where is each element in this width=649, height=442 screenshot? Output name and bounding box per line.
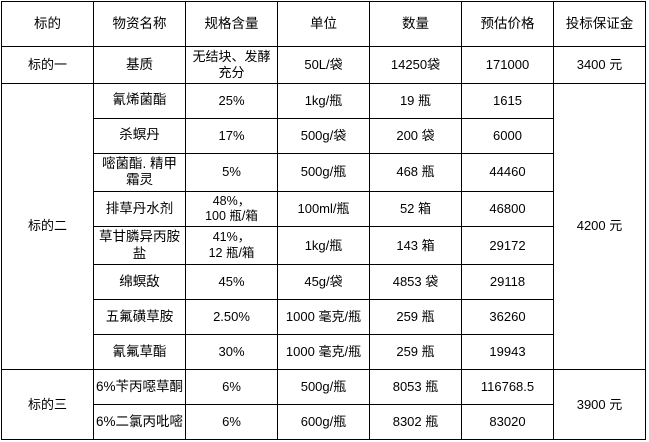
material-name-cell: 基质 [93, 46, 186, 84]
table-body: 标的一 基质 无结块、发酵充分 50L/袋 14250袋 171000 3400 元标的二氰… [1, 46, 646, 441]
spec-cell: 48%， 100 瓶/箱 [185, 190, 278, 228]
price-cell: 19943 [461, 334, 554, 371]
unit-cell: 1kg/瓶 [277, 226, 370, 266]
column-header-deposit: 投标保证金 [553, 1, 646, 47]
material-name-cell: 草甘膦异丙胺盐 [93, 226, 186, 266]
table-row: 标的一 基质 无结块、发酵充分 50L/袋 14250袋 171000 3400 元 [1, 46, 646, 84]
price-cell: 116768.5 [461, 369, 554, 406]
table-row: 排草丹水剂 48%， 100 瓶/箱 100ml/瓶 52 箱 46800 [2, 190, 646, 228]
unit-cell: 100ml/瓶 [277, 190, 370, 228]
quantity-cell: 52 箱 [369, 190, 462, 228]
column-header-price: 预估价格 [461, 1, 554, 47]
spec-cell: 6% [185, 369, 278, 406]
spec-cell: 2.50% [185, 299, 278, 336]
unit-cell: 600g/瓶 [277, 404, 370, 441]
spec-cell: 30% [185, 334, 278, 371]
material-name-cell: 排草丹水剂 [93, 190, 186, 228]
price-cell: 29118 [461, 264, 554, 301]
spec-cell: 41%， 12 瓶/箱 [185, 226, 278, 266]
spec-cell: 25% [185, 82, 278, 119]
price-cell: 1615 [461, 82, 554, 119]
material-name-cell: 绵螟敌 [93, 264, 186, 301]
spec-cell: 无结块、发酵充分 [185, 46, 278, 84]
unit-cell: 1000 毫克/瓶 [277, 299, 370, 336]
material-name-cell: 6%苄丙噁草酮 [93, 369, 186, 406]
price-cell: 46800 [461, 190, 554, 228]
quantity-cell: 8302 瓶 [369, 404, 462, 441]
column-header-material: 物资名称 [93, 1, 186, 47]
table-row: 标的三 6%苄丙噁草酮 6% 500g/瓶 8053 瓶 116768.5 3900 元 [1, 369, 646, 441]
unit-cell: 1kg/瓶 [277, 82, 370, 119]
quantity-cell: 4853 袋 [369, 264, 462, 301]
price-cell: 44460 [461, 152, 554, 192]
lot-label-cell: 标的一 [1, 46, 94, 84]
quantity-cell: 259 瓶 [369, 334, 462, 371]
deposit-cell: 4200 元 [553, 82, 646, 371]
table-row: 杀螟丹 17% 500g/袋 200 袋 6000 [2, 117, 646, 154]
table-row: 绵螟敌 45% 45g/袋 4853 袋 29118 [2, 264, 646, 301]
unit-cell: 1000 毫克/瓶 [277, 334, 370, 371]
material-name-cell: 氰氟草酯 [93, 334, 186, 371]
unit-cell: 500g/袋 [277, 117, 370, 154]
lot-label-cell: 标的二 [1, 82, 94, 371]
spec-cell: 6% [185, 404, 278, 441]
price-cell: 29172 [461, 226, 554, 266]
material-name-cell: 五氟磺草胺 [93, 299, 186, 336]
column-header-unit: 单位 [277, 1, 370, 47]
quantity-cell: 259 瓶 [369, 299, 462, 336]
unit-cell: 45g/袋 [277, 264, 370, 301]
table-row: 草甘膦异丙胺盐 41%， 12 瓶/箱 1kg/瓶 143 箱 29172 [2, 226, 646, 266]
spec-cell: 5% [185, 152, 278, 192]
price-cell: 36260 [461, 299, 554, 336]
table-header: 标的 物资名称 规格含量 单位 数量 预估价格 投标保证金 [1, 1, 646, 47]
spec-cell: 17% [185, 117, 278, 154]
table-row: 标的二 氰烯菌酯 25% 1kg/瓶 19 瓶 1615 4200 元 [1, 82, 646, 371]
material-name-cell: 杀螟丹 [93, 117, 186, 154]
quantity-cell: 143 箱 [369, 226, 462, 266]
quantity-cell: 200 袋 [369, 117, 462, 154]
column-header-quantity: 数量 [369, 1, 462, 47]
price-cell: 6000 [461, 117, 554, 154]
quantity-cell: 8053 瓶 [369, 369, 462, 406]
spec-cell: 45% [185, 264, 278, 301]
table-row: 嘧菌酯. 精甲霜灵 5% 500g/瓶 468 瓶 44460 [2, 152, 646, 192]
deposit-cell: 3400 元 [553, 46, 646, 84]
quantity-cell: 14250袋 [369, 46, 462, 84]
material-name-cell: 6%二氯丙吡嘧 [93, 404, 186, 441]
table-row: 五氟磺草胺 2.50% 1000 毫克/瓶 259 瓶 36260 [2, 299, 646, 336]
material-name-cell: 氰烯菌酯 [93, 82, 186, 119]
table-row: 氰氟草酯 30% 1000 毫克/瓶 259 瓶 19943 [2, 334, 646, 371]
quantity-cell: 468 瓶 [369, 152, 462, 192]
unit-cell: 500g/瓶 [277, 369, 370, 406]
column-header-spec: 规格含量 [185, 1, 278, 47]
table-header-row: 标的 物资名称 规格含量 单位 数量 预估价格 投标保证金 [1, 1, 646, 47]
price-cell: 171000 [461, 46, 554, 84]
unit-cell: 50L/袋 [277, 46, 370, 84]
material-name-cell: 嘧菌酯. 精甲霜灵 [93, 152, 186, 192]
unit-cell: 500g/瓶 [277, 152, 370, 192]
lot-label-cell: 标的三 [1, 369, 94, 441]
deposit-cell: 3900 元 [553, 369, 646, 441]
table-row: 6%二氯丙吡嘧 6% 600g/瓶 8302 瓶 83020 [2, 404, 646, 441]
column-header-lot: 标的 [1, 1, 94, 47]
quantity-cell: 19 瓶 [369, 82, 462, 119]
price-cell: 83020 [461, 404, 554, 441]
